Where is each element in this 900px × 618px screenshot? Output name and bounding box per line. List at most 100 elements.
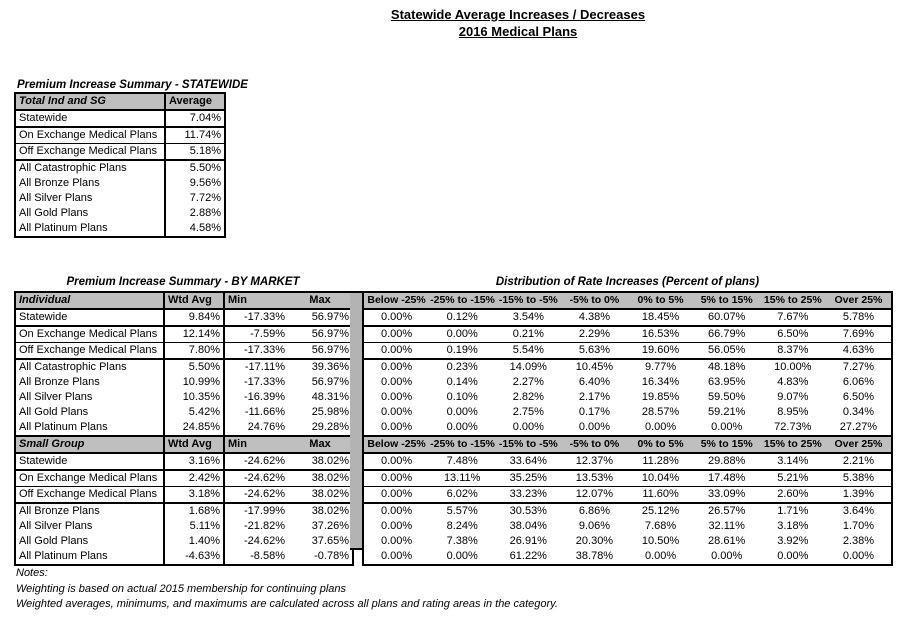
- table-cell: Statewide: [15, 110, 165, 128]
- table-row: 0.00% 6.02% 33.23% 12.07% 11.60% 33.09% 2.60% 1…: [363, 486, 892, 504]
- table-cell: 6.40%: [578, 376, 611, 388]
- table-row: On Exchange Medical Plans 11.74%: [15, 127, 225, 144]
- table-cell: 0.00%: [363, 486, 430, 504]
- table-cell: 9.84%: [163, 309, 224, 327]
- table-cell: 3.54%: [495, 309, 562, 327]
- table-cell: 33.64%: [495, 453, 562, 471]
- table-cell: 56.97%: [288, 326, 353, 343]
- table-row: All Platinum Plans -4.63% -8.58% -0.78%: [15, 549, 353, 565]
- table-cell: -16.39%: [223, 390, 288, 405]
- table-cell: 2.75%: [512, 406, 544, 418]
- table-row: 0.00% 0.10% 2.82% 2.17% 19.85% 59.50% 9.07% 6.5…: [363, 390, 892, 405]
- by-market-title: Premium Increase Summary - BY MARKET: [66, 276, 300, 288]
- table-cell: 39.36%: [311, 361, 349, 373]
- column-header: Max: [288, 292, 353, 310]
- table-cell: 7.48%: [429, 453, 496, 471]
- table-cell: -17.33%: [223, 309, 288, 327]
- table-cell: 0.00%: [711, 421, 743, 433]
- table-cell: 32.11%: [708, 520, 745, 532]
- table-cell: 6.86%: [578, 505, 611, 517]
- table-row: 0.00% 0.00% 0.21% 2.29% 16.53% 66.79% 6.50% 7.6…: [363, 326, 892, 343]
- individual-market-table: Individual Wtd Avg Min Max Statewide 9.84% -1…: [14, 291, 354, 437]
- table-cell: 18.45%: [627, 309, 694, 327]
- table-cell: 5.42%: [163, 405, 224, 420]
- table-cell: On Exchange Medical Plans: [15, 326, 164, 343]
- column-header: Average: [164, 93, 225, 111]
- column-header: 0% to 5%: [627, 437, 694, 454]
- table-cell: 66.79%: [693, 326, 760, 343]
- statewide-summary-title: Premium Increase Summary - STATEWIDE: [17, 79, 248, 91]
- notes: Notes: Weighting is based on actual 2015…: [16, 566, 558, 613]
- table-cell: 1.40%: [163, 534, 224, 549]
- table-cell: -0.78%: [314, 550, 349, 562]
- table-cell: -17.33%: [223, 342, 288, 360]
- table-cell: 7.27%: [842, 361, 875, 373]
- table-row: Statewide 9.84% -17.33% 56.97%: [15, 309, 353, 327]
- table-row: 0.00% 0.14% 2.27% 6.40% 16.34% 63.95% 4.83% 6.0…: [363, 375, 892, 390]
- table-row: 0.00% 0.00% 2.75% 0.17% 28.57% 59.21% 8.95% 0.3…: [363, 405, 892, 420]
- table-cell: All Silver Plans: [19, 192, 93, 204]
- table-cell: 2.38%: [842, 535, 875, 547]
- table-row: On Exchange Medical Plans 2.42% -24.62% 38.…: [15, 470, 353, 487]
- table-cell: 5.38%: [825, 470, 892, 487]
- table-row: All Gold Plans 1.40% -24.62% 37.65%: [15, 534, 353, 549]
- table-cell: 10.35%: [163, 390, 224, 405]
- table-cell: 0.17%: [578, 406, 611, 418]
- table-cell: 0.00%: [777, 550, 809, 562]
- table-row: All Silver Plans 5.11% -21.82% 37.26%: [15, 519, 353, 534]
- table-cell: 2.17%: [578, 391, 611, 403]
- table-cell: 19.60%: [627, 342, 694, 360]
- table-cell: -21.82%: [223, 519, 288, 534]
- table-cell: 0.00%: [644, 550, 677, 562]
- table-row: Off Exchange Medical Plans 3.18% -24.62% 38…: [15, 486, 353, 504]
- table-cell: 7.38%: [446, 535, 478, 547]
- table-cell: -24.62%: [223, 534, 288, 549]
- table-cell: 8.37%: [759, 342, 826, 360]
- table-cell: 6.50%: [842, 391, 875, 403]
- column-header: Individual: [15, 292, 164, 310]
- table-cell: 60.07%: [693, 309, 760, 327]
- table-cell: 0.00%: [578, 421, 611, 433]
- column-header: 5% to 15%: [693, 437, 760, 454]
- table-cell: 5.54%: [495, 342, 562, 360]
- individual-distribution-header: Below -25% -25% to -15% -15% to -5% -5% to …: [363, 292, 892, 310]
- table-cell: 24.76%: [223, 420, 288, 436]
- table-cell: 5.11%: [163, 519, 224, 534]
- table-cell: 0.00%: [711, 550, 743, 562]
- table-cell: All Platinum Plans: [19, 222, 108, 234]
- table-cell: 0.00%: [380, 520, 413, 532]
- table-cell: 9.06%: [578, 520, 611, 532]
- column-header: Wtd Avg: [163, 292, 224, 310]
- table-cell: 0.19%: [429, 342, 496, 360]
- column-header: Total Ind and SG: [15, 93, 165, 111]
- table-cell: On Exchange Medical Plans: [15, 470, 164, 487]
- table-cell: 28.57%: [641, 406, 680, 418]
- table-cell: 26.57%: [708, 505, 746, 517]
- table-cell: 0.00%: [363, 342, 430, 360]
- table-cell: 12.07%: [561, 486, 628, 504]
- column-header: -25% to -15%: [429, 437, 496, 454]
- table-cell: 1.39%: [825, 486, 892, 504]
- table-cell: 0.00%: [380, 421, 413, 433]
- table-row: 0.00% 7.38% 26.91% 20.30% 10.50% 28.61% 3.92% 2…: [363, 534, 892, 549]
- table-cell: 38.78%: [575, 550, 614, 562]
- statewide-summary-body: Statewide 7.04% On Exchange Medical Plans 1…: [15, 110, 225, 237]
- table-cell: 6.02%: [429, 486, 496, 504]
- table-cell: 0.00%: [380, 535, 413, 547]
- table-cell: 6.06%: [842, 376, 875, 388]
- table-cell: 7.72%: [164, 191, 225, 206]
- table-cell: 13.53%: [561, 470, 628, 487]
- column-header: Below -25%: [363, 437, 430, 454]
- table-row: 0.00% 0.19% 5.54% 5.63% 19.60% 56.05% 8.37% 4.6…: [363, 342, 892, 360]
- table-cell: 0.00%: [512, 421, 544, 433]
- table-row: All Silver Plans 7.72%: [15, 191, 225, 206]
- table-row: Off Exchange Medical Plans 7.80% -17.33% 56…: [15, 342, 353, 360]
- table-row: 0.00% 13.11% 35.25% 13.53% 10.04% 17.48% 5.21%…: [363, 470, 892, 487]
- table-cell: 3.64%: [842, 505, 875, 517]
- table-row: Statewide 3.16% -24.62% 38.02%: [15, 453, 353, 471]
- column-header: -15% to -5%: [495, 437, 562, 454]
- table-row: On Exchange Medical Plans 12.14% -7.59% 56.…: [15, 326, 353, 343]
- table-cell: 0.00%: [446, 406, 478, 418]
- table-cell: 26.91%: [509, 535, 547, 547]
- table-row: Off Exchange Medical Plans 5.18%: [15, 143, 225, 161]
